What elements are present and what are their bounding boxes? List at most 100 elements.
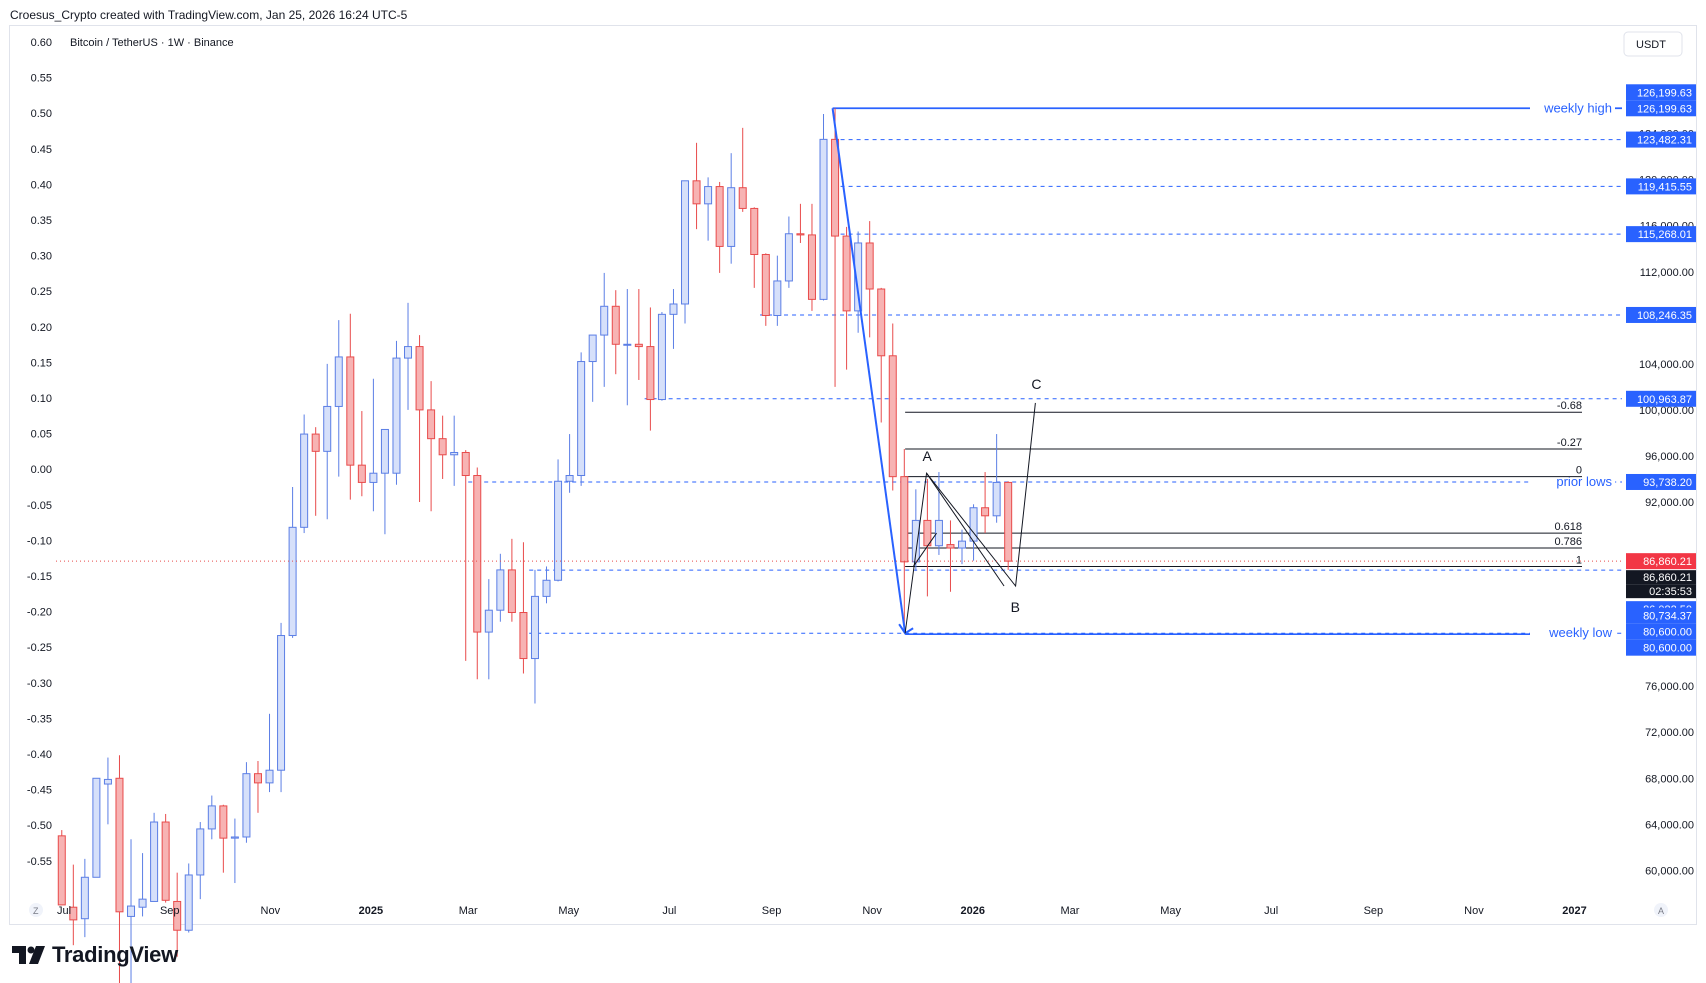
candle-body-74 <box>911 519 920 563</box>
candle-body-47 <box>600 305 609 336</box>
candle-body-1 <box>69 906 78 921</box>
price-tag-bg-10 <box>1626 584 1696 599</box>
candle-body-34 <box>450 451 459 456</box>
price-tag-7: 93,738.20 <box>1643 477 1692 489</box>
wave-label-a: A <box>923 448 933 464</box>
time-axis-label-8: Nov <box>862 905 882 917</box>
left-axis-label-8: 0.20 <box>31 322 52 334</box>
candle-body-70 <box>865 242 874 290</box>
right-axis-label-11: 64,000.00 <box>1645 819 1694 831</box>
candle-body-30 <box>404 346 413 359</box>
candle-body-50 <box>634 343 643 348</box>
candle-body-60 <box>750 207 759 255</box>
right-axis-label-7: 92,000.00 <box>1645 497 1694 509</box>
price-tag-9: 86,860.21 <box>1643 572 1692 584</box>
time-axis-label-5: May <box>558 905 579 917</box>
candle-body-16 <box>242 773 251 838</box>
price-tag-5: 108,246.35 <box>1637 310 1692 322</box>
right-axis-label-4: 104,000.00 <box>1639 359 1694 371</box>
candle-body-56 <box>704 186 713 205</box>
candle-body-17 <box>253 773 262 784</box>
time-axis-label-0: Jul <box>57 905 71 917</box>
wave-label-b: B <box>1011 599 1020 615</box>
candle-body-44 <box>565 475 574 482</box>
time-axis-label-6: Jul <box>662 905 676 917</box>
price-tag-bg-0 <box>1626 84 1696 101</box>
right-axis-label-6: 96,000.00 <box>1645 451 1694 463</box>
left-axis-label-12: 0.00 <box>31 464 52 476</box>
candle-body-10 <box>173 900 182 931</box>
candle-body-59 <box>738 187 747 209</box>
candle-body-40 <box>519 612 528 660</box>
candle-body-31 <box>415 346 424 411</box>
candle-body-22 <box>311 433 320 452</box>
price-tag-12: 80,734.37 <box>1643 611 1692 623</box>
left-axis-label-19: -0.35 <box>27 713 52 725</box>
candle-body-54 <box>681 180 690 305</box>
candle-body-67 <box>831 138 840 237</box>
abc-wave-path <box>904 402 1036 634</box>
right-axis-label-12: 60,000.00 <box>1645 865 1694 877</box>
price-tag-3: 119,415.55 <box>1638 181 1692 193</box>
candle-body-19 <box>277 635 286 771</box>
auto-scale-label: A <box>1658 906 1664 916</box>
wave-label-c: C <box>1031 376 1041 392</box>
candles <box>57 108 1013 983</box>
candle-body-57 <box>715 186 724 247</box>
left-axis-label-17: -0.25 <box>27 642 52 654</box>
candle-body-8 <box>150 821 159 902</box>
candle-body-38 <box>496 569 505 611</box>
time-axis-label-1: Sep <box>160 905 180 917</box>
tradingview-logo[interactable]: TradingView <box>12 942 178 968</box>
candle-body-7 <box>138 898 147 908</box>
candle-body-81 <box>992 481 1001 517</box>
candle-body-5 <box>115 777 124 913</box>
time-axis-label-7: Sep <box>762 905 782 917</box>
candle-body-45 <box>577 361 586 477</box>
price-tag-bg-14 <box>1626 639 1696 656</box>
candle-body-82 <box>1004 481 1013 562</box>
fib-label-4: 0.786 <box>1554 536 1582 548</box>
candle-body-28 <box>380 428 389 474</box>
candle-body-35 <box>461 451 470 477</box>
tradingview-brand: TradingView <box>52 942 178 967</box>
candle-body-23 <box>323 405 332 452</box>
price-tag-bg-9 <box>1626 570 1696 585</box>
wave-inner-line-2 <box>912 532 937 567</box>
price-tag-bg-13 <box>1626 623 1696 640</box>
time-axis-label-12: Jul <box>1264 905 1278 917</box>
candle-body-62 <box>773 280 782 316</box>
candle-body-32 <box>427 409 436 440</box>
candle-body-41 <box>530 595 539 660</box>
left-axis-label-22: -0.50 <box>27 820 52 832</box>
price-tag-bg-6 <box>1626 390 1696 407</box>
candle-body-15 <box>230 836 239 839</box>
drop-trend-line <box>831 108 907 634</box>
zoom-out-button[interactable]: Z <box>29 903 43 917</box>
candle-body-55 <box>692 180 701 205</box>
candle-body-6 <box>127 905 136 917</box>
candle-body-61 <box>761 253 770 316</box>
level-label-2: weekly low <box>1548 625 1612 640</box>
candle-body-13 <box>207 805 216 830</box>
currency-button[interactable]: USDT <box>1623 31 1683 57</box>
candle-body-4 <box>103 778 112 785</box>
left-axis-label-1: 0.55 <box>31 73 52 85</box>
time-axis-label-15: 2027 <box>1562 905 1586 917</box>
chart-caption: Croesus_Crypto created with TradingView.… <box>10 8 408 22</box>
right-axis-label-10: 68,000.00 <box>1645 773 1694 785</box>
time-axis-label-10: Mar <box>1061 905 1080 917</box>
candle-body-9 <box>161 821 170 901</box>
left-axis-label-2: 0.50 <box>31 108 52 120</box>
fib-label-3: 0.618 <box>1554 521 1582 533</box>
left-axis-label-9: 0.15 <box>31 357 52 369</box>
left-axis-label-18: -0.30 <box>27 678 52 690</box>
candle-body-24 <box>334 356 343 407</box>
price-tag-1: 126,199.63 <box>1637 103 1692 115</box>
candle-body-0 <box>57 835 66 906</box>
candle-body-36 <box>473 475 482 633</box>
auto-scale-button[interactable]: A <box>1654 903 1668 917</box>
fib-label-5: 1 <box>1576 554 1582 566</box>
price-tag-2: 123,482.31 <box>1637 135 1692 147</box>
